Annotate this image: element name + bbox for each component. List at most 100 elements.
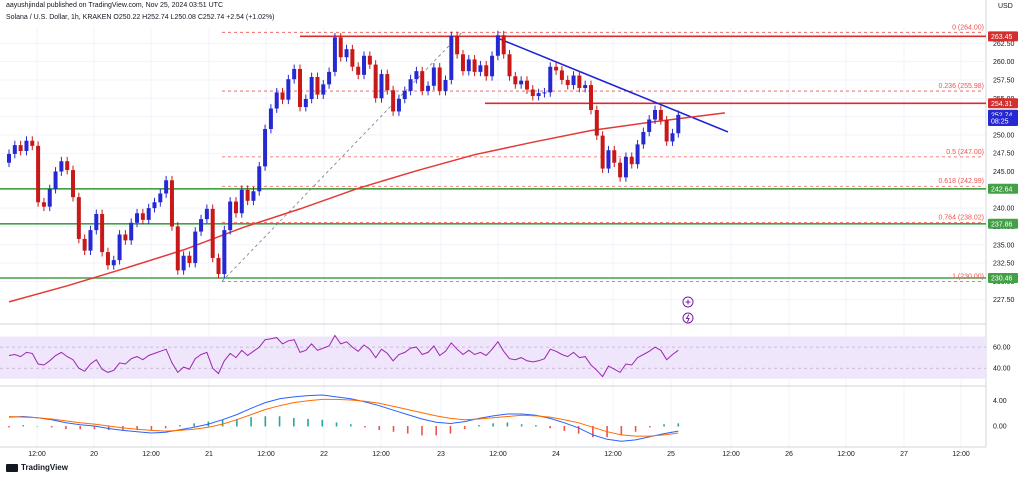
candle [327,71,332,85]
candle [385,74,390,91]
candle [350,49,355,67]
candle [169,180,174,227]
price-tag-label: 08:25 [991,118,1009,125]
candle [344,49,349,58]
candle [524,80,529,90]
candle [391,90,396,112]
macd-histogram-bar [520,424,523,427]
candle [245,189,250,201]
price-tick: 232.50 [993,261,1015,268]
candle [100,213,105,253]
macd-histogram-bar [136,426,138,431]
level-lines: 0 (264.00) 0.236 (255.98) 0.5 (247.00) 0.61… [0,24,986,282]
price-tag-label: 237.86 [991,221,1013,228]
candle [146,208,151,220]
candle [356,66,361,75]
price-tag-label: 230.46 [991,276,1013,283]
candle [123,234,128,241]
candle [239,189,244,214]
macd-histogram-bar [634,426,637,432]
time-tick: 12:00 [837,451,855,458]
candle [47,189,52,207]
fib-label-0.618: 0.618 (242.99) [938,178,984,185]
macd-histogram-bar [349,424,352,427]
candle [664,120,669,142]
candle [402,90,407,99]
candle [71,170,76,198]
macd-histogram-bar [392,426,395,432]
candle [59,161,64,172]
time-tick: 12:00 [722,451,740,458]
time-tick: 22 [320,451,328,458]
macd-histogram-bar [50,426,53,428]
candle [152,202,157,209]
price-tag [988,31,1018,42]
tradingview-brand[interactable]: TradingView [6,463,68,472]
fib-label-0: 0 (264.00) [952,24,984,31]
candle [554,66,559,71]
candle [332,37,337,72]
candle [36,145,41,203]
macd-histogram-bar [264,416,267,427]
candle [7,153,11,163]
macd-histogram-bar [293,418,295,427]
macd-histogram-bar [22,425,25,427]
candle [618,162,623,178]
candle [379,74,384,99]
moving-average [8,112,725,303]
candle [338,37,343,58]
trend-line [497,37,729,133]
time-axis: 12:00 20 12:00 21 12:00 22 12:00 23 12:00 24 12:00… [28,451,970,458]
candle [623,156,628,178]
indicators: 60.00 40.00 4.00 0.00 [0,334,1011,442]
candle [362,55,367,75]
macd-line [8,394,679,442]
candle [268,108,273,130]
candle [408,79,413,91]
time-tick: 23 [437,451,445,458]
candle [647,119,652,132]
macd-histogram-bar [321,419,324,427]
candle [216,257,221,275]
chart-tools[interactable] [682,296,694,324]
candle [204,208,209,220]
time-tick: 25 [667,451,675,458]
candle [559,70,564,80]
macd-histogram-bar [435,426,438,436]
candle [449,35,454,80]
macd-histogram-bar [221,419,224,427]
candle [193,231,198,264]
macd-histogram-bar [577,426,580,434]
macd-histogram-bar [36,426,39,427]
candle [513,76,518,85]
fib-label-0.764: 0.764 (238.02) [938,215,984,222]
candle [589,85,593,110]
candle [298,68,302,108]
macd-level-label: 4.00 [993,398,1007,405]
time-tick: 12:00 [257,451,275,458]
macd-histogram-bar [492,423,494,427]
price-tag [988,98,1018,109]
candle [129,222,134,241]
candle [583,85,588,88]
candle [426,85,431,91]
candle [280,92,285,100]
macd-histogram-bar [592,426,594,438]
macd-level-label: 0.00 [993,424,1007,431]
candle [233,201,238,214]
candle [164,180,169,194]
macd-histogram-bar [506,422,509,427]
macd-histogram-bar [535,425,537,427]
rsi-level-label: 40.00 [993,366,1011,373]
rsi-line [8,334,679,378]
candle [414,71,419,80]
macd-histogram-bar [549,426,551,429]
candle [490,55,495,77]
candle [315,77,320,95]
candle [437,67,442,91]
candle [181,255,186,271]
macd-histogram-bar [150,426,153,431]
macd-histogram-bar [179,425,181,427]
price-tag-label: 252.74 [991,112,1013,119]
